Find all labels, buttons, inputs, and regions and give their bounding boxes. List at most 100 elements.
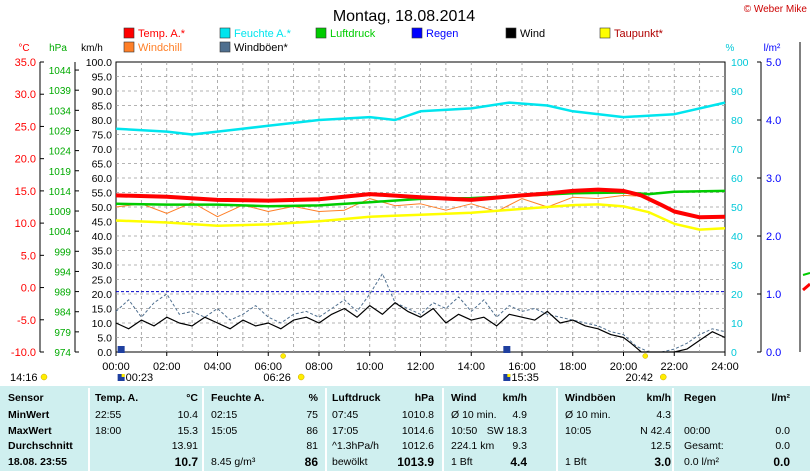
table-cell: N 42.4 [640,424,671,437]
wind-tick-label: 45.0 [92,217,113,229]
event-time-label: 00:23 [126,372,154,384]
chart-grid [115,61,726,353]
left-time-label: 14:16 [10,372,38,384]
rain-tick-label: 5.0 [766,57,781,69]
stats-table-background [0,385,810,471]
table-cell: 10.7 [174,454,198,469]
chart-legend: Temp. A.* Feuchte A.* Luftdruck Regen Wind Ta… [123,27,664,54]
table-cell: 17:05 [332,424,359,437]
humidity-tick-label: 70 [731,144,743,156]
table-row-label: MaxWert [8,424,52,437]
table-header-cell: Regen [684,392,717,404]
table-cell: 1013.9 [397,454,434,469]
table-cell: 1010.8 [401,409,434,421]
temp-tick-label: -5.0 [17,315,36,327]
x-tick-label: 06:00 [254,361,282,373]
wind-tick-label: 50.0 [92,202,113,214]
event-marker-icon [117,346,125,353]
table-cell: 8.45 g/m³ [211,455,256,468]
x-tick-label: 18:00 [559,361,587,373]
humidity-axis-title: % [726,43,735,54]
rain-tick-label: 0.0 [766,347,781,359]
legend-swatch [219,41,231,53]
legend-label: Regen [426,28,458,40]
stats-table-bg [0,385,810,471]
temp-tick-label: 35.0 [15,57,36,69]
humidity-tick-label: 40 [731,231,743,243]
right-panel-pressure-fragment [802,272,810,276]
event-time-label: 06:26 [263,372,291,384]
wind-tick-label: 85.0 [92,101,113,113]
legend-swatch [599,27,611,39]
legend-label: Temp. A.* [138,28,186,40]
pressure-tick-label: 1039 [49,86,72,97]
pressure-tick-label: 994 [54,267,71,278]
table-cell: 75 [306,409,318,421]
wind-tick-label: 65.0 [92,159,113,171]
table-cell: 10:50 [451,424,478,437]
pressure-tick-label: 974 [54,348,71,359]
wind-tick-label: 30.0 [92,260,113,272]
table-cell: 15.3 [177,424,198,437]
wind-tick-label: 20.0 [92,289,113,301]
table-cell: 0.0 [775,440,790,452]
wind-tick-label: 80.0 [92,115,113,127]
temp-axis-title: °C [18,43,29,54]
table-cell: 1 Bft [451,455,473,468]
pressure-tick-label: 1029 [49,126,72,137]
temp-tick-label: 25.0 [15,121,36,133]
humidity-tick-label: 80 [731,115,743,127]
right-panel-temp-fragment [802,282,810,292]
table-cell: 4.4 [510,454,527,469]
pressure-tick-label: 989 [54,288,71,299]
wind-tick-label: 55.0 [92,188,113,200]
pressure-tick-label: 1044 [49,66,72,77]
temp-tick-label: 5.0 [21,250,36,262]
humidity-tick-label: 90 [731,86,743,98]
rain-tick-label: 3.0 [766,173,781,185]
x-tick-label: 08:00 [305,361,333,373]
event-marker-icon [503,374,511,381]
table-cell: 0.0 l/m² [684,455,720,468]
table-cell: 0.0 [775,424,790,437]
table-cell: 1 Bft [565,455,587,468]
wind-tick-label: 0.0 [97,347,112,359]
table-cell: 81 [306,440,318,452]
table-cell: 00:00 [684,424,711,437]
legend-label: Wind [520,28,545,40]
pressure-tick-label: 1004 [49,227,72,238]
table-cell: 86 [304,454,318,469]
wind-tick-label: 75.0 [92,130,113,142]
table-cell: Gesamt: [684,440,724,452]
pressure-tick-label: 1034 [49,106,72,117]
table-row-label: Durchschnitt [8,440,73,452]
pressure-tick-label: 999 [54,247,71,258]
series-line-temp-a [115,187,726,220]
x-tick-label: 10:00 [356,361,384,373]
event-marker-icon [503,346,511,353]
event-marker-icon [280,353,286,359]
table-cell: 1014.6 [401,424,434,437]
table-cell: 07:45 [332,409,359,421]
table-cell: Ø 10 min. [565,409,611,421]
legend-label: Feuchte A.* [234,28,292,40]
table-cell: 15:05 [211,424,238,437]
event-time-label: 15:35 [511,372,539,384]
table-header-cell: % [308,392,318,404]
legend-swatch [123,27,135,39]
legend-swatch [505,27,517,39]
x-tick-label: 14:00 [457,361,485,373]
chart-title: Montag, 18.08.2014 [333,8,475,25]
rain-tick-label: 2.0 [766,231,781,243]
event-marker-icon [117,374,125,381]
x-tick-label: 22:00 [660,361,688,373]
table-cell: Ø 10 min. [451,409,497,421]
wind-tick-label: 100.0 [86,57,112,69]
table-header-cell: Wind [451,392,477,404]
wind-axis-title: km/h [81,43,103,54]
wind-tick-label: 60.0 [92,173,113,185]
table-cell: 12.5 [650,440,671,452]
table-cell: 1012.6 [401,440,434,452]
table-cell: 13.91 [171,440,198,452]
